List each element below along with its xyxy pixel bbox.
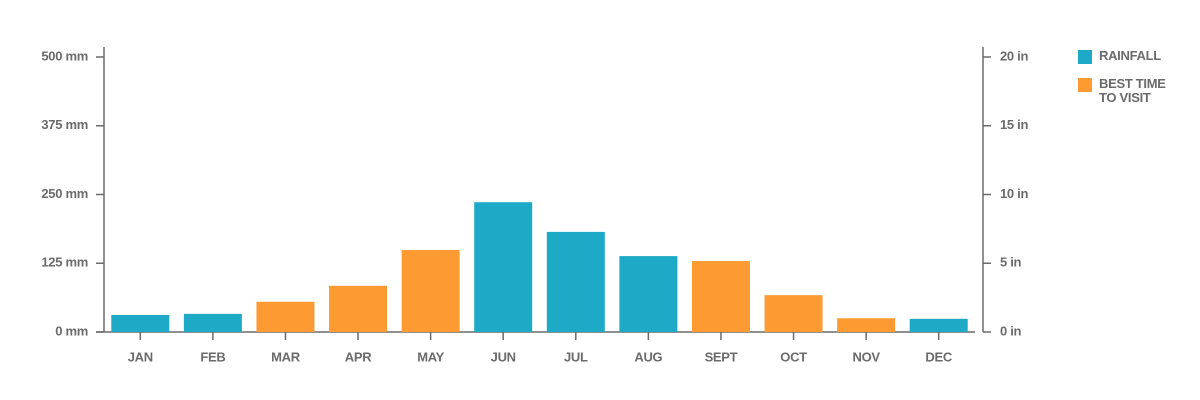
legend-swatch (1078, 50, 1092, 64)
legend-label: RAINFALL (1099, 49, 1161, 63)
bar (619, 256, 678, 332)
y-tick-label: 0 mm (55, 323, 88, 338)
x-tick-label: JUN (491, 349, 516, 364)
bar (111, 314, 170, 332)
x-tick-label: MAY (417, 349, 444, 364)
x-tick-label: AUG (634, 349, 662, 364)
x-tick-label: SEPT (705, 349, 738, 364)
bar (691, 261, 750, 332)
bar (837, 318, 896, 332)
legend-item: RAINFALL (1099, 49, 1161, 63)
y2-tick-label: 10 in (1000, 186, 1028, 201)
x-tick-label: NOV (852, 349, 880, 364)
y2-tick-label: 5 in (1000, 255, 1022, 270)
bar (329, 285, 388, 332)
y-tick-label: 500 mm (41, 48, 88, 63)
x-tick-label: OCT (780, 349, 807, 364)
y-tick-label: 375 mm (41, 117, 88, 132)
bar (764, 295, 823, 332)
legend-item: BEST TIME TO VISIT (1099, 77, 1166, 105)
x-tick-label: APR (345, 349, 372, 364)
legend-label: BEST TIME TO VISIT (1099, 77, 1166, 105)
bar (401, 250, 460, 332)
bar (474, 202, 533, 332)
x-tick-label: MAR (271, 349, 301, 364)
bar (909, 318, 968, 332)
y-tick-label: 250 mm (41, 186, 88, 201)
y2-tick-label: 15 in (1000, 117, 1028, 132)
y-tick-label: 125 mm (41, 255, 88, 270)
y2-tick-label: 20 in (1000, 48, 1028, 63)
x-tick-label: JAN (128, 349, 153, 364)
legend-swatch (1078, 78, 1092, 92)
x-tick-label: JUL (564, 349, 588, 364)
bar (256, 301, 315, 332)
bar (183, 313, 242, 332)
x-tick-label: FEB (200, 349, 225, 364)
bar (546, 231, 605, 332)
y2-tick-label: 0 in (1000, 323, 1022, 338)
x-tick-label: DEC (925, 349, 952, 364)
